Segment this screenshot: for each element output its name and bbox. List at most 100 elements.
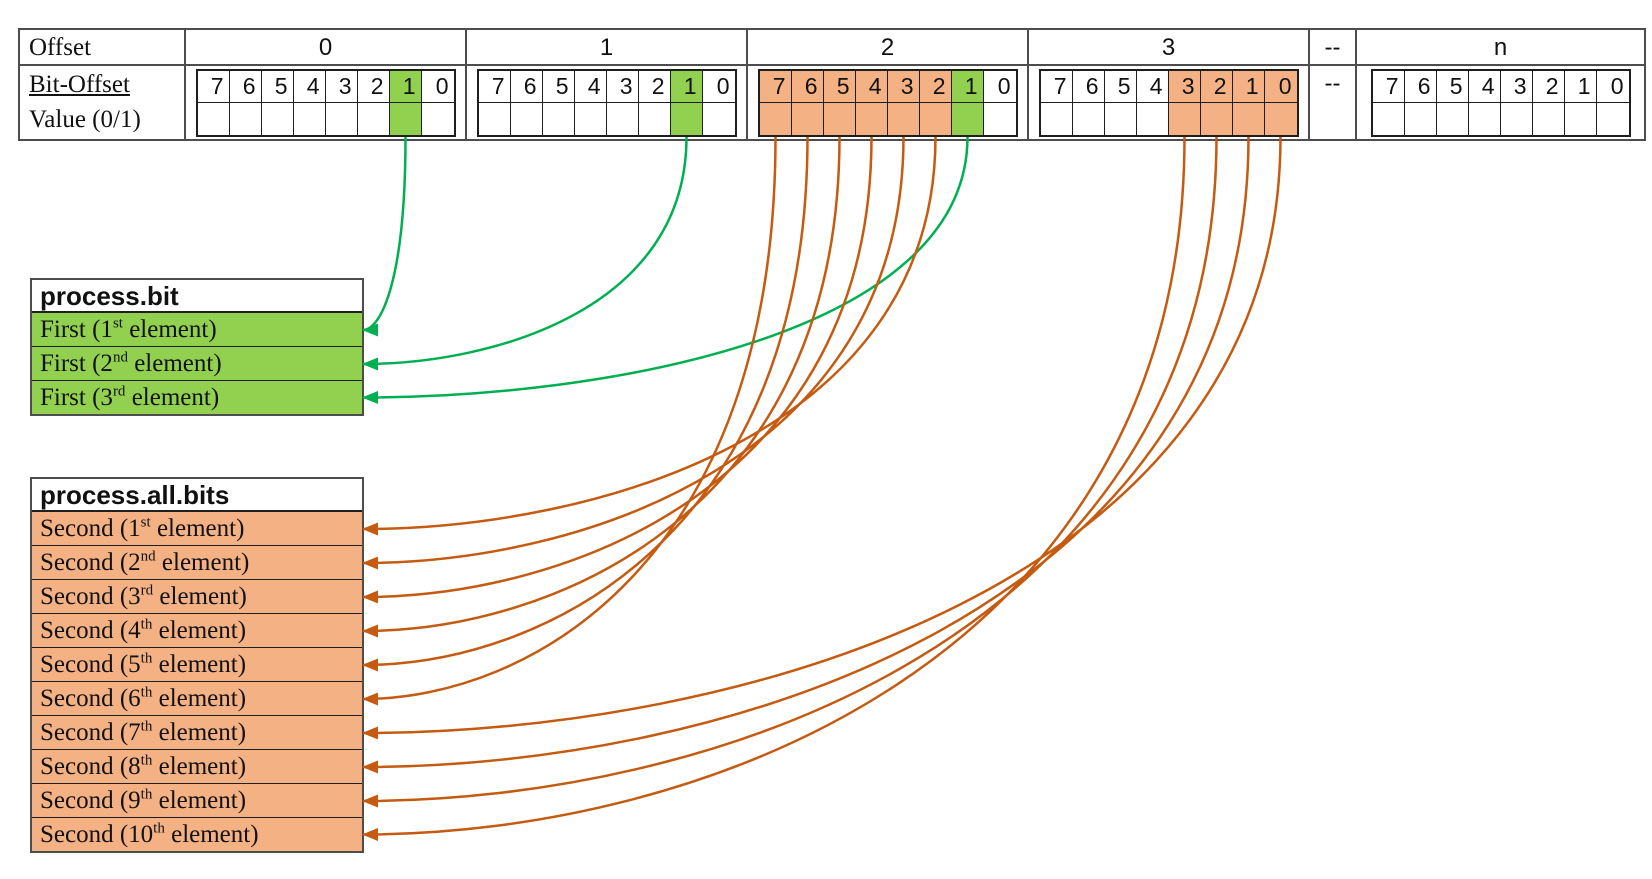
bit-number-cell: 7	[197, 71, 230, 103]
bit-number-cell: 0	[1596, 71, 1629, 103]
row-labels-column: Offset Bit-Offset Value (0/1)	[20, 30, 186, 139]
arrow-path-orange	[362, 136, 937, 536]
process-bit-table: process.bit First (1st element) First (2n…	[30, 278, 364, 416]
bit-value-cell	[511, 103, 543, 135]
bit-value-cell	[422, 103, 454, 135]
bit-number-cell: 4	[1468, 71, 1501, 103]
bit-number-cell: 1	[951, 71, 984, 103]
bit-number-cell: 7	[1040, 71, 1073, 103]
ellipsis-column: -- --	[1310, 30, 1357, 139]
arrow-path-orange	[362, 136, 809, 672]
arrow-path-orange	[362, 136, 1186, 841]
byte-offset-header: 3	[1029, 30, 1308, 66]
bit-value-cell	[703, 103, 735, 135]
bit-value-cell	[543, 103, 575, 135]
bit-number-cell: 1	[1232, 71, 1265, 103]
arrow-path-green	[362, 136, 969, 404]
bit-number-cell: 1	[670, 71, 703, 103]
bit-number-cell: 4	[1136, 71, 1169, 103]
first-element-row: First (3rd element)	[32, 381, 362, 414]
second-element-row: Second (1st element)	[32, 512, 362, 546]
second-element-row: Second (6th element)	[32, 682, 362, 716]
bit-value-cell	[358, 103, 390, 135]
bit-number-cell: 0	[983, 71, 1016, 103]
bit-offset-row-label: Bit-Offset	[29, 71, 130, 98]
bit-number-cell: 0	[702, 71, 735, 103]
arrow-path-orange	[362, 136, 841, 638]
bit-number-cell: 0	[421, 71, 454, 103]
offset-row-label: Offset	[20, 30, 184, 66]
bit-value-cell	[887, 103, 920, 135]
bit-number-cell: 0	[1264, 71, 1297, 103]
bit-number-cell: 3	[606, 71, 639, 103]
second-element-row: Second (4th element)	[32, 614, 362, 648]
bit-number-cell: 7	[1372, 71, 1405, 103]
bit-number-cell: 3	[1168, 71, 1201, 103]
bit-number-cell: 3	[887, 71, 920, 103]
bit-value-cell	[919, 103, 952, 135]
bit-value-cell	[389, 103, 422, 135]
bit-value-cell	[1565, 103, 1597, 135]
byte-offset-header: 2	[748, 30, 1027, 66]
bit-value-cell	[1373, 103, 1405, 135]
bit-value-cell	[1168, 103, 1201, 135]
bit-number-cell: 1	[389, 71, 422, 103]
byte-offset-header: 0	[186, 30, 465, 66]
byte-offset-header: n	[1357, 30, 1644, 66]
second-element-row: Second (2nd element)	[32, 546, 362, 580]
bit-number-cell: 6	[791, 71, 824, 103]
bit-value-cell	[1137, 103, 1169, 135]
arrow-path-orange	[362, 136, 1218, 808]
bit-number-cell: 6	[510, 71, 543, 103]
bit-value-cell	[823, 103, 856, 135]
bit-value-cell	[855, 103, 888, 135]
bit-number-cell: 5	[1436, 71, 1469, 103]
bit-value-cell	[951, 103, 984, 135]
process-bit-rows: First (1st element) First (2nd element) Fi…	[32, 313, 362, 414]
arrow-path-orange	[362, 136, 1250, 774]
bit-number-cell: 4	[574, 71, 607, 103]
second-element-row: Second (5th element)	[32, 648, 362, 682]
bit-value-cell	[479, 103, 511, 135]
bit-number-cell: 6	[1404, 71, 1437, 103]
bit-number-cell: 4	[855, 71, 888, 103]
process-all-bits-rows: Second (1st element) Second (2nd element)…	[32, 512, 362, 851]
bit-number-cell: 3	[325, 71, 358, 103]
bit-value-cell	[791, 103, 824, 135]
byte-offset-header: 1	[467, 30, 746, 66]
arrow-path-orange	[362, 136, 873, 604]
bit-value-cell	[1041, 103, 1073, 135]
arrow-path-orange	[362, 136, 777, 706]
bit-value-cell	[262, 103, 294, 135]
bit-number-cell: 7	[478, 71, 511, 103]
bit-value-cell	[1232, 103, 1265, 135]
value-row-label: Value (0/1)	[29, 106, 141, 133]
bit-value-cell	[1469, 103, 1501, 135]
bit-value-cell	[984, 103, 1016, 135]
bit-number-cell: 3	[1500, 71, 1533, 103]
arrow-path-green	[362, 136, 688, 371]
bit-number-cell: 2	[919, 71, 952, 103]
arrow-path-orange	[362, 136, 1282, 740]
ellipsis-header: --	[1310, 30, 1355, 66]
lower-row-labels: Bit-Offset Value (0/1)	[20, 66, 184, 137]
bit-value-cell	[1501, 103, 1533, 135]
first-element-row: First (2nd element)	[32, 347, 362, 381]
arrow-path-orange	[362, 136, 905, 570]
bit-value-cell	[1405, 103, 1437, 135]
bit-value-cell	[1597, 103, 1629, 135]
bit-value-cell	[1533, 103, 1565, 135]
